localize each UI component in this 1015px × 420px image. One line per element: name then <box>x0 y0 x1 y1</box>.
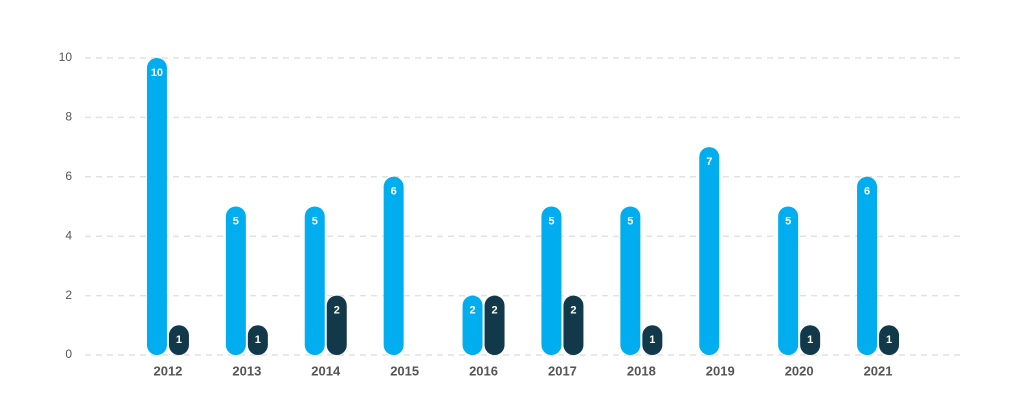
value-label: 6 <box>391 186 397 198</box>
y-tick-label: 8 <box>65 110 72 124</box>
bar <box>462 295 483 355</box>
value-label: 2 <box>570 305 576 317</box>
value-label: 1 <box>649 334 655 346</box>
bar <box>800 325 821 355</box>
x-tick-label: 2020 <box>785 363 814 378</box>
bar <box>699 147 720 355</box>
value-label: 5 <box>627 215 633 227</box>
y-tick-label: 0 <box>65 347 72 361</box>
value-label: 7 <box>706 156 712 168</box>
value-label: 6 <box>864 186 870 198</box>
y-tick-label: 10 <box>59 50 73 64</box>
bar <box>383 176 404 355</box>
value-label: 5 <box>785 215 791 227</box>
bar <box>225 206 246 355</box>
value-label: 1 <box>886 334 892 346</box>
x-tick-label: 2016 <box>469 363 498 378</box>
x-tick-label: 2012 <box>153 363 182 378</box>
x-tick-label: 2017 <box>548 363 577 378</box>
bar <box>857 176 878 355</box>
bar <box>541 206 562 355</box>
value-label: 5 <box>548 215 554 227</box>
y-tick-label: 2 <box>65 288 72 302</box>
x-tick-label: 2018 <box>627 363 656 378</box>
bar <box>778 206 799 355</box>
bar <box>146 58 167 355</box>
bar <box>304 206 325 355</box>
bar <box>879 325 900 355</box>
x-tick-label: 2015 <box>390 363 419 378</box>
x-tick-label: 2014 <box>311 363 341 378</box>
value-label: 10 <box>151 67 163 79</box>
value-label: 5 <box>312 215 318 227</box>
bar <box>642 325 663 355</box>
value-label: 5 <box>233 215 239 227</box>
bar <box>168 325 189 355</box>
bar <box>563 295 584 355</box>
y-tick-label: 4 <box>65 228 72 242</box>
x-tick-label: 2013 <box>232 363 261 378</box>
value-label: 1 <box>807 334 813 346</box>
bar <box>247 325 268 355</box>
value-label: 1 <box>255 334 261 346</box>
value-label: 2 <box>334 305 340 317</box>
value-label: 1 <box>176 334 182 346</box>
value-label: 2 <box>469 305 475 317</box>
bar <box>620 206 641 355</box>
x-tick-label: 2019 <box>706 363 735 378</box>
y-tick-label: 6 <box>65 169 72 183</box>
bar <box>326 295 347 355</box>
value-label: 2 <box>491 305 497 317</box>
bar <box>484 295 505 355</box>
x-tick-label: 2021 <box>864 363 893 378</box>
